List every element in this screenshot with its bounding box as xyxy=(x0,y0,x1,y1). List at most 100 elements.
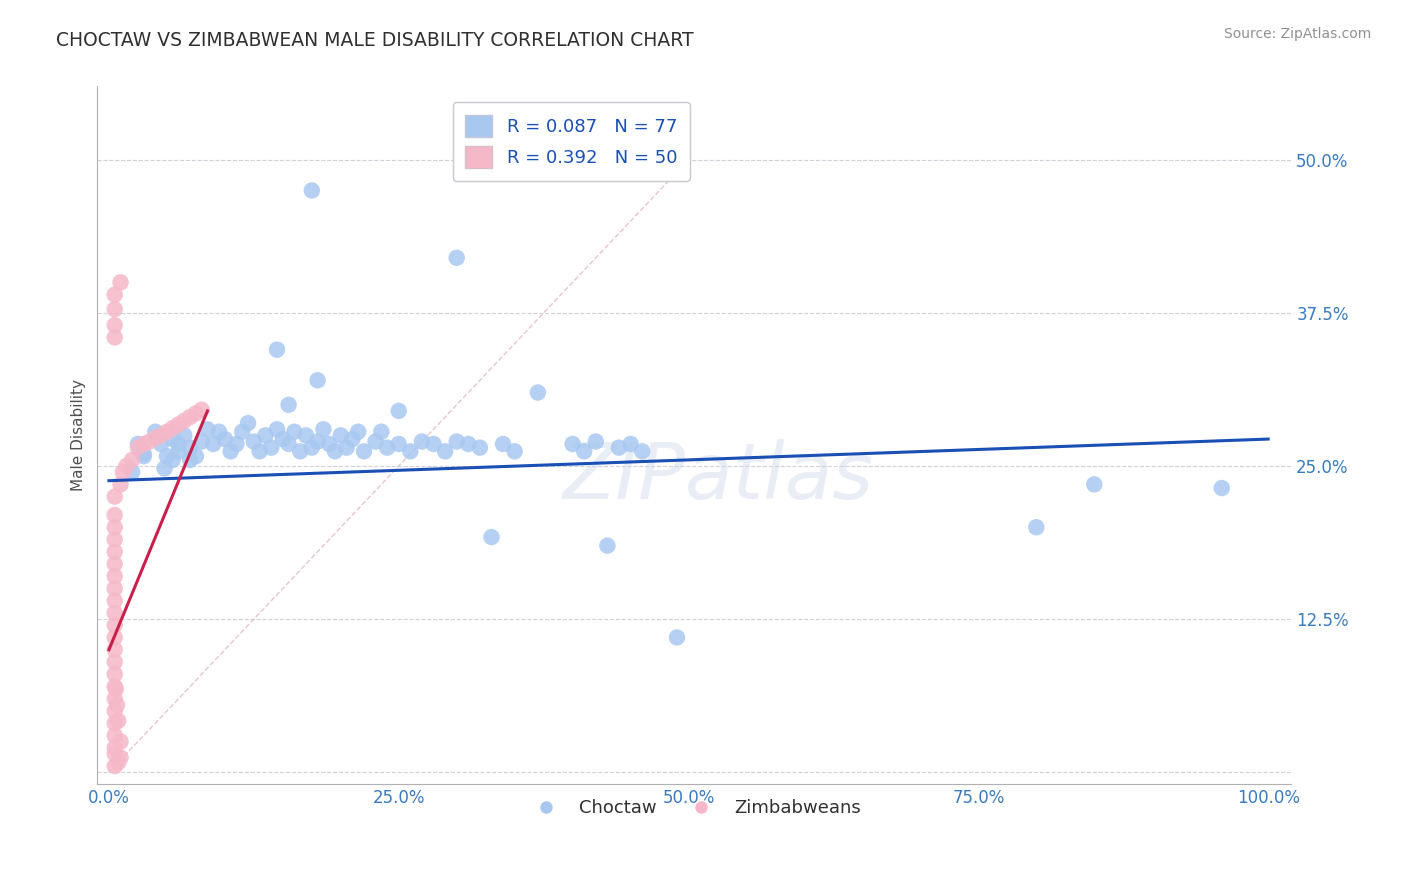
Point xyxy=(295,428,318,442)
Point xyxy=(104,606,127,620)
Point xyxy=(1025,520,1047,534)
Point xyxy=(104,330,127,344)
Point xyxy=(422,437,444,451)
Point xyxy=(107,714,129,728)
Point xyxy=(301,441,323,455)
Point xyxy=(104,655,127,669)
Point xyxy=(266,343,288,357)
Point xyxy=(167,437,190,451)
Point xyxy=(1083,477,1105,491)
Point xyxy=(104,747,127,761)
Point xyxy=(290,444,312,458)
Point xyxy=(104,569,127,583)
Point xyxy=(399,444,422,458)
Point xyxy=(336,441,359,455)
Point xyxy=(104,287,127,301)
Point xyxy=(342,432,364,446)
Text: ZIPatlas: ZIPatlas xyxy=(562,439,873,516)
Point xyxy=(110,477,132,491)
Point xyxy=(110,275,132,289)
Point xyxy=(104,667,127,681)
Point xyxy=(254,428,277,442)
Point xyxy=(492,437,515,451)
Point xyxy=(153,461,176,475)
Point xyxy=(104,618,127,632)
Point xyxy=(481,530,503,544)
Point xyxy=(104,593,127,607)
Y-axis label: Male Disability: Male Disability xyxy=(72,379,86,491)
Point xyxy=(156,449,179,463)
Point xyxy=(150,437,173,451)
Point xyxy=(446,251,468,265)
Point xyxy=(619,437,641,451)
Point xyxy=(1211,481,1233,495)
Point xyxy=(411,434,433,449)
Point xyxy=(434,444,457,458)
Point xyxy=(318,437,340,451)
Point xyxy=(388,404,411,418)
Point xyxy=(266,422,288,436)
Point xyxy=(162,453,184,467)
Point xyxy=(104,533,127,547)
Point xyxy=(104,631,127,645)
Text: Source: ZipAtlas.com: Source: ZipAtlas.com xyxy=(1223,27,1371,41)
Point xyxy=(127,441,149,455)
Point xyxy=(179,453,201,467)
Point xyxy=(665,631,688,645)
Point xyxy=(249,444,271,458)
Point xyxy=(138,434,160,449)
Point xyxy=(104,691,127,706)
Point xyxy=(105,698,128,712)
Point xyxy=(104,302,127,317)
Point xyxy=(167,417,190,432)
Point xyxy=(179,410,201,425)
Point xyxy=(132,447,155,461)
Point xyxy=(527,385,550,400)
Point xyxy=(202,437,225,451)
Point xyxy=(561,437,583,451)
Point xyxy=(388,437,411,451)
Point xyxy=(104,716,127,731)
Point xyxy=(132,437,155,451)
Point xyxy=(353,444,375,458)
Point xyxy=(585,434,607,449)
Text: CHOCTAW VS ZIMBABWEAN MALE DISABILITY CORRELATION CHART: CHOCTAW VS ZIMBABWEAN MALE DISABILITY CO… xyxy=(56,31,695,50)
Point xyxy=(197,422,219,436)
Point xyxy=(446,434,468,449)
Point xyxy=(468,441,491,455)
Point xyxy=(127,437,149,451)
Point xyxy=(219,444,242,458)
Point xyxy=(301,184,323,198)
Point xyxy=(307,434,329,449)
Point xyxy=(107,756,129,770)
Point xyxy=(277,398,299,412)
Point xyxy=(173,414,195,428)
Point xyxy=(347,425,370,439)
Point xyxy=(104,759,127,773)
Point xyxy=(214,432,236,446)
Point xyxy=(143,431,166,445)
Point xyxy=(329,428,352,442)
Point xyxy=(104,318,127,333)
Point xyxy=(173,428,195,442)
Legend: Choctaw, Zimbabweans: Choctaw, Zimbabweans xyxy=(520,792,868,824)
Point xyxy=(143,425,166,439)
Point xyxy=(271,432,294,446)
Point xyxy=(457,437,479,451)
Point xyxy=(179,441,201,455)
Point xyxy=(110,750,132,764)
Point xyxy=(162,432,184,446)
Point xyxy=(110,734,132,748)
Point xyxy=(631,444,654,458)
Point xyxy=(283,425,305,439)
Point xyxy=(190,402,212,417)
Point xyxy=(104,740,127,755)
Point xyxy=(277,437,299,451)
Point xyxy=(364,434,387,449)
Point xyxy=(104,728,127,742)
Point xyxy=(121,453,143,467)
Point xyxy=(503,444,526,458)
Point xyxy=(132,449,155,463)
Point xyxy=(104,680,127,694)
Point xyxy=(370,425,392,439)
